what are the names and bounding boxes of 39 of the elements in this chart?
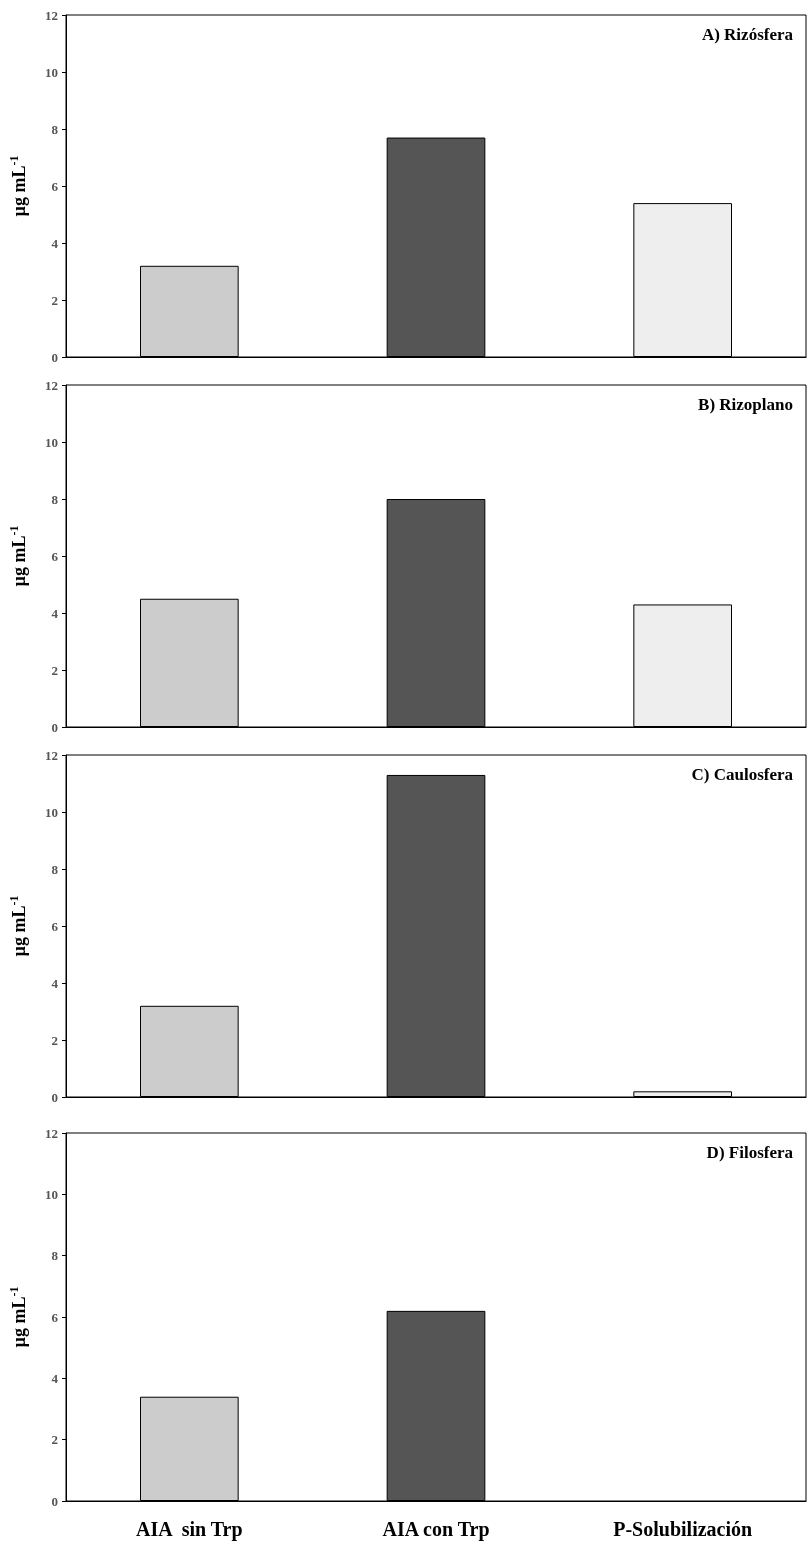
y-tick-label: 0: [51, 719, 58, 735]
y-tick-label: 12: [45, 377, 58, 393]
y-tick-label: 2: [51, 662, 58, 678]
y-tick-label: 8: [51, 1248, 59, 1264]
y-tick-label: 8: [51, 121, 59, 137]
y-tick-label: 10: [45, 804, 58, 820]
y-tick-label: 2: [51, 1432, 58, 1448]
text: D) Filosfera: [706, 1143, 794, 1162]
y-axis-title: µg mL-1: [7, 525, 29, 587]
y-tick-label: 12: [45, 7, 58, 23]
y-tick-label: 12: [45, 747, 58, 763]
y-tick-label: 12: [45, 1125, 58, 1141]
y-tick-label: 2: [51, 1032, 58, 1048]
y-axis-title: µg mL-1: [7, 895, 29, 957]
y-tick-label: 10: [45, 1186, 58, 1202]
y-tick-label: 8: [51, 861, 59, 877]
y-tick-label: 6: [51, 548, 59, 564]
y-tick-label: 6: [51, 178, 59, 194]
y-tick-label: 6: [51, 918, 59, 934]
y-axis-title: µg mL-1: [7, 155, 29, 217]
y-tick-label: 10: [45, 434, 58, 450]
text: B) Rizoplano: [698, 395, 794, 414]
y-tick-label: 4: [51, 975, 59, 991]
y-tick-label: 8: [51, 491, 59, 507]
x-tick-label: P-Solubilización: [613, 1518, 753, 1540]
y-axis-title: µg mL-1: [7, 1286, 29, 1348]
y-tick-label: 0: [51, 1493, 58, 1509]
y-tick-label: 6: [51, 1309, 59, 1325]
y-tick-label: 0: [51, 349, 58, 365]
y-tick-label: 4: [51, 605, 59, 621]
y-tick-label: 2: [51, 292, 58, 308]
x-tick-label: AIA con Trp: [382, 1518, 490, 1541]
y-tick-label: 4: [51, 235, 59, 251]
y-tick-label: 10: [45, 64, 58, 80]
text: A) Rizósfera: [701, 25, 794, 44]
y-tick-label: 0: [51, 1089, 58, 1105]
text: C) Caulosfera: [691, 765, 794, 784]
x-tick-label: AIA sin Trp: [136, 1518, 243, 1541]
y-tick-label: 4: [51, 1370, 59, 1386]
